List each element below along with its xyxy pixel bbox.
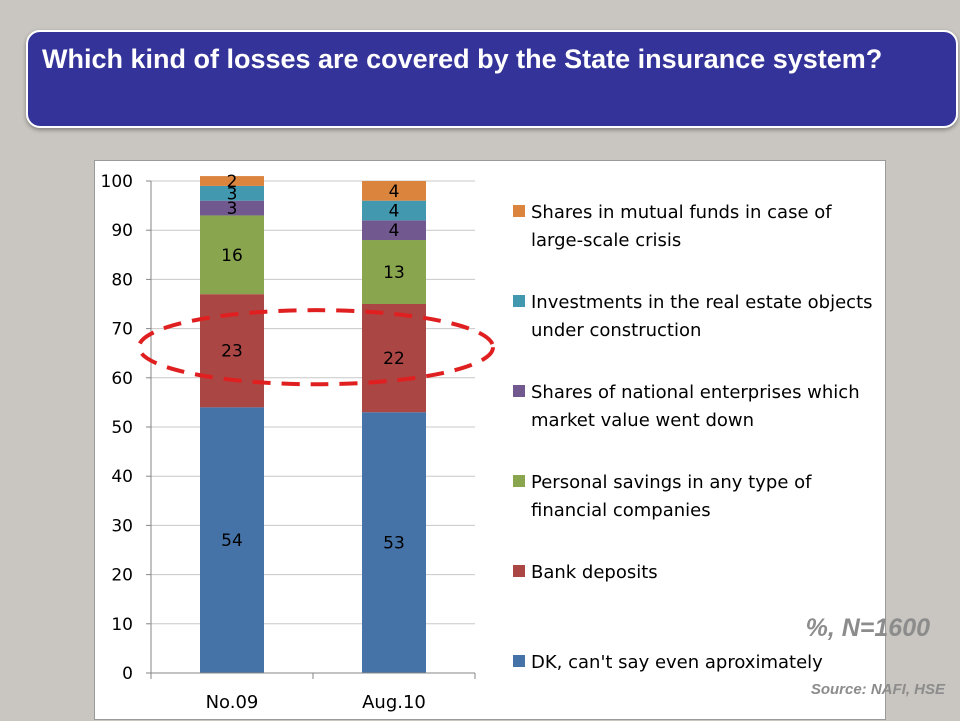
- x-tick-label: No.09: [206, 692, 259, 713]
- y-tick-label: 40: [111, 467, 133, 487]
- legend-label: Shares in mutual funds in case of large-s…: [531, 202, 832, 251]
- legend-swatch: [513, 385, 525, 397]
- legend-label: Bank deposits: [531, 562, 658, 583]
- legend-swatch: [513, 655, 525, 667]
- bar-segment: [362, 220, 426, 241]
- source-note: Source: NAFI, HSE: [810, 681, 945, 698]
- legend-swatch: [513, 565, 525, 577]
- bars: [200, 176, 426, 673]
- bar-segment: [362, 304, 426, 413]
- data-label: 2: [227, 172, 238, 192]
- data-label: 54: [221, 531, 243, 551]
- data-label: 4: [389, 221, 400, 241]
- legend-label: DK, can't say even aproximately: [531, 652, 823, 673]
- data-label: 3: [227, 184, 238, 204]
- data-label: 3: [227, 199, 238, 219]
- gridlines: [151, 180, 475, 625]
- axes: 0 10 20 30 40 50 60 70 80 90 100 No.09 Aug.10: [101, 172, 476, 713]
- data-label: 16: [221, 246, 243, 266]
- y-tick-label: 80: [111, 270, 133, 290]
- data-label: 53: [383, 534, 405, 554]
- chart-panel: 54 23 16 3 3 2 53 22 13 4 4 4 0 10 20 30 40 50 60 70 80 90 10…: [94, 160, 886, 720]
- data-label: 4: [389, 182, 400, 202]
- legend-label: Shares of national enterprises which mark…: [531, 382, 860, 431]
- y-tick-label: 60: [111, 369, 133, 389]
- y-tick-label: 70: [111, 320, 133, 340]
- y-tick-label: 20: [111, 566, 133, 586]
- y-tick-label: 30: [111, 516, 133, 536]
- bar-segment: [200, 185, 264, 201]
- bar-segment: [200, 215, 264, 295]
- legend-swatch: [513, 295, 525, 307]
- legend-label: Investments in the real estate objects un…: [531, 292, 873, 341]
- bar-segment: [362, 412, 426, 673]
- data-label: 22: [383, 349, 405, 369]
- highlight-ellipse: [137, 308, 495, 387]
- legend-label: Personal savings in any type of financial…: [531, 472, 812, 521]
- y-tick-label: 10: [111, 615, 133, 635]
- bar-segment: [362, 200, 426, 221]
- y-tick-label: 0: [122, 664, 133, 684]
- bar-segment: [200, 407, 264, 673]
- legend-swatch: [513, 205, 525, 217]
- data-label: 13: [383, 263, 405, 283]
- y-tick-label: 90: [111, 221, 133, 241]
- sample-size-note: %, N=1600: [805, 614, 930, 642]
- y-tick-label: 100: [101, 172, 133, 192]
- title-bar: Which kind of losses are covered by the …: [26, 30, 958, 128]
- legend: Shares in mutual funds in case of large-s…: [513, 202, 873, 673]
- bar-segment: [200, 200, 264, 216]
- data-label: 23: [221, 342, 243, 362]
- legend-swatch: [513, 475, 525, 487]
- data-label: 4: [389, 202, 400, 222]
- y-tick-label: 50: [111, 418, 133, 438]
- annotations: [137, 308, 495, 387]
- slide-title: Which kind of losses are covered by the …: [42, 44, 883, 74]
- bar-segment: [200, 176, 264, 186]
- bar-segment: [362, 240, 426, 304]
- bar-segment: [362, 181, 426, 201]
- x-tick-label: Aug.10: [362, 692, 426, 713]
